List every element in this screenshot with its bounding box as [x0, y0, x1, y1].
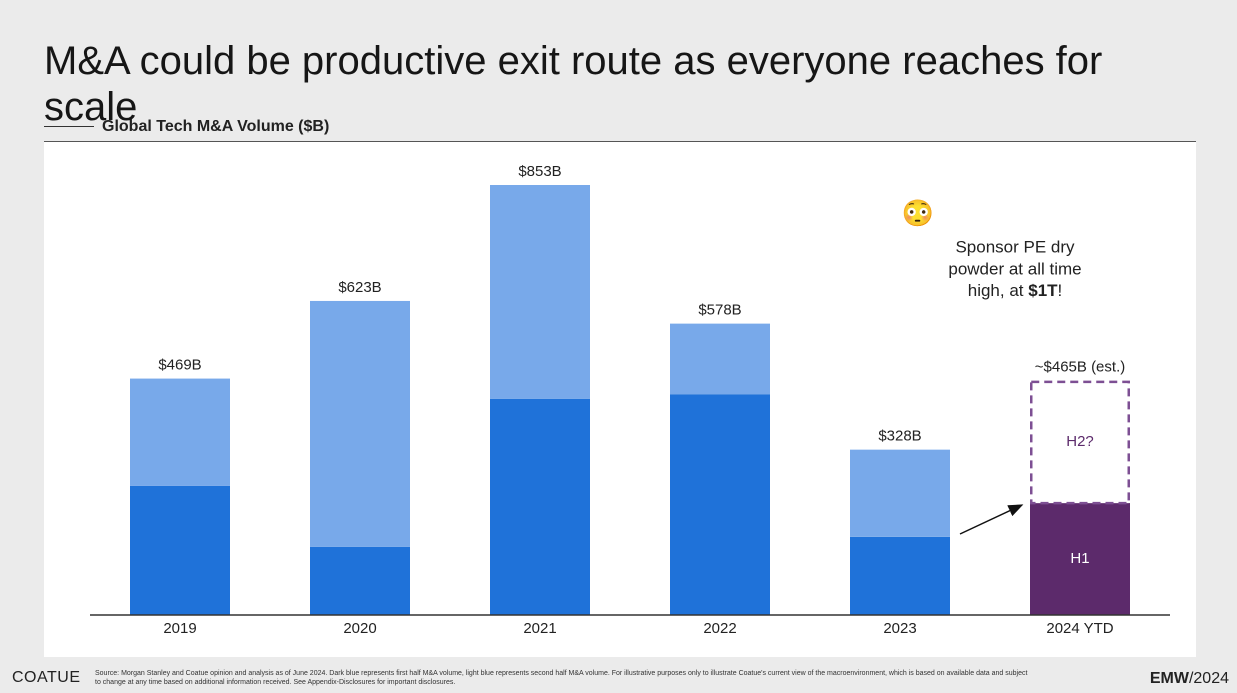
total-label: $623B — [338, 279, 381, 296]
segment-label: H1 — [1070, 550, 1089, 567]
callout-line: high, at $1T! — [968, 281, 1063, 300]
callout-bold: $1T — [1028, 281, 1058, 300]
bar-segment — [670, 394, 770, 615]
callout-line: Sponsor PE dry — [955, 237, 1075, 256]
segment-label: H2? — [1066, 433, 1094, 450]
bar-segment — [670, 323, 770, 395]
x-tick-label: 2023 — [883, 620, 916, 637]
footer-logo: COATUE — [12, 669, 81, 686]
total-label: $469B — [158, 357, 201, 374]
bar-segment — [490, 398, 590, 615]
bar-segment — [310, 300, 410, 547]
callout-line: powder at all time — [948, 259, 1081, 278]
chart-subtitle: Global Tech M&A Volume ($B) — [102, 118, 330, 135]
total-label: $578B — [698, 302, 741, 319]
x-tick-label: 2020 — [343, 620, 376, 637]
footer-year: /2024 — [1188, 670, 1229, 687]
x-tick-label: 2021 — [523, 620, 556, 637]
bar-segment — [1030, 380, 1130, 505]
x-tick-label: 2024 YTD — [1046, 620, 1113, 637]
x-tick-label: 2019 — [163, 620, 196, 637]
callout-emoji: 😳 — [902, 198, 934, 228]
bar-segment — [1030, 503, 1130, 615]
slide-title: M&A could be productive exit route as ev… — [44, 39, 1103, 129]
footer-mark: EMW/2024 — [1150, 670, 1229, 688]
bar-segment — [130, 485, 230, 615]
x-tick-label: 2022 — [703, 620, 736, 637]
total-label: $328B — [878, 428, 921, 445]
callout-text: high, at — [968, 281, 1029, 300]
bar-segment — [850, 449, 950, 537]
bar-segment — [310, 546, 410, 615]
footer-bold: EMW — [1149, 670, 1189, 687]
bar-segment — [490, 185, 590, 399]
chart-panel — [44, 141, 1196, 657]
bar-segment — [850, 536, 950, 615]
callout-end: ! — [1058, 281, 1063, 300]
subtitle-rule — [44, 126, 94, 127]
bar-segment — [130, 378, 230, 486]
footer-source: Source: Morgan Stanley and Coatue opinio… — [95, 670, 1028, 686]
callout-arrow — [959, 504, 1024, 535]
total-label: $853B — [518, 163, 561, 180]
total-label: ~$465B (est.) — [1035, 359, 1125, 376]
